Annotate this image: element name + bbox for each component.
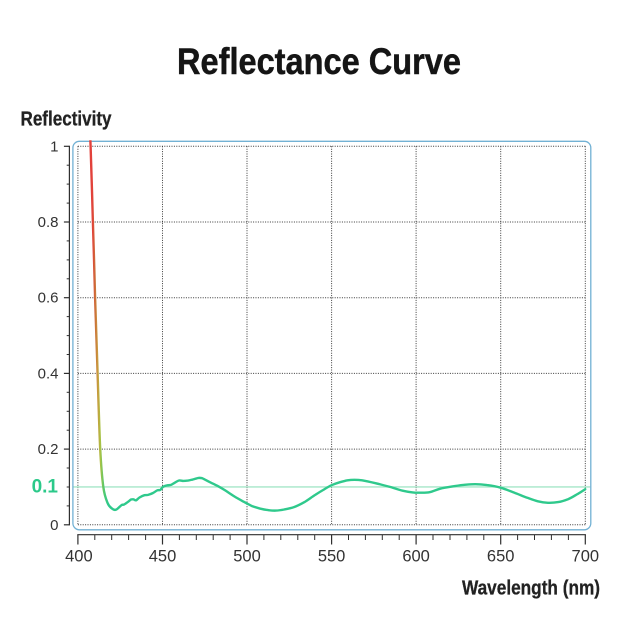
svg-text:Reflectivity: Reflectivity — [21, 109, 113, 131]
svg-text:450: 450 — [149, 548, 177, 566]
svg-text:0.4: 0.4 — [38, 365, 59, 382]
svg-text:600: 600 — [402, 548, 430, 566]
svg-text:0.2: 0.2 — [38, 441, 59, 458]
svg-text:Reflectance Curve: Reflectance Curve — [177, 41, 461, 82]
svg-text:0.1: 0.1 — [32, 477, 59, 498]
svg-text:0.8: 0.8 — [38, 214, 59, 231]
svg-text:0.6: 0.6 — [38, 290, 59, 307]
svg-text:0: 0 — [50, 517, 58, 534]
svg-text:500: 500 — [233, 548, 261, 566]
svg-text:Wavelength (nm): Wavelength (nm) — [462, 578, 600, 600]
svg-text:650: 650 — [487, 548, 515, 566]
svg-text:550: 550 — [318, 548, 346, 566]
svg-text:1: 1 — [50, 138, 58, 155]
svg-text:400: 400 — [65, 548, 93, 566]
svg-text:700: 700 — [572, 548, 600, 566]
